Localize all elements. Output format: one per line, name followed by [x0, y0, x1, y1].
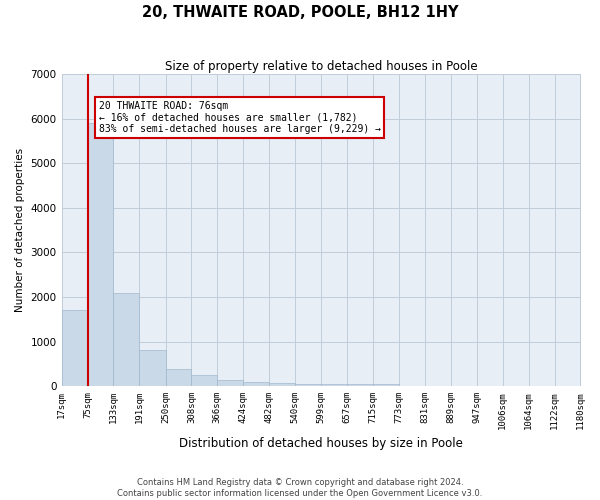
Bar [243, 382, 269, 386]
Bar [88, 123, 113, 386]
Bar [373, 384, 399, 386]
Bar [113, 292, 139, 386]
Bar [269, 384, 295, 386]
Bar [295, 384, 321, 386]
Bar [62, 310, 88, 386]
Bar [166, 369, 191, 386]
Text: 20, THWAITE ROAD, POOLE, BH12 1HY: 20, THWAITE ROAD, POOLE, BH12 1HY [142, 5, 458, 20]
Text: Contains HM Land Registry data © Crown copyright and database right 2024.
Contai: Contains HM Land Registry data © Crown c… [118, 478, 482, 498]
Y-axis label: Number of detached properties: Number of detached properties [15, 148, 25, 312]
Bar [321, 384, 347, 386]
Title: Size of property relative to detached houses in Poole: Size of property relative to detached ho… [165, 60, 478, 73]
Bar [347, 384, 373, 386]
Text: 20 THWAITE ROAD: 76sqm
← 16% of detached houses are smaller (1,782)
83% of semi-: 20 THWAITE ROAD: 76sqm ← 16% of detached… [98, 101, 380, 134]
Bar [191, 374, 217, 386]
Bar [139, 350, 166, 386]
X-axis label: Distribution of detached houses by size in Poole: Distribution of detached houses by size … [179, 437, 463, 450]
Bar [217, 380, 243, 386]
